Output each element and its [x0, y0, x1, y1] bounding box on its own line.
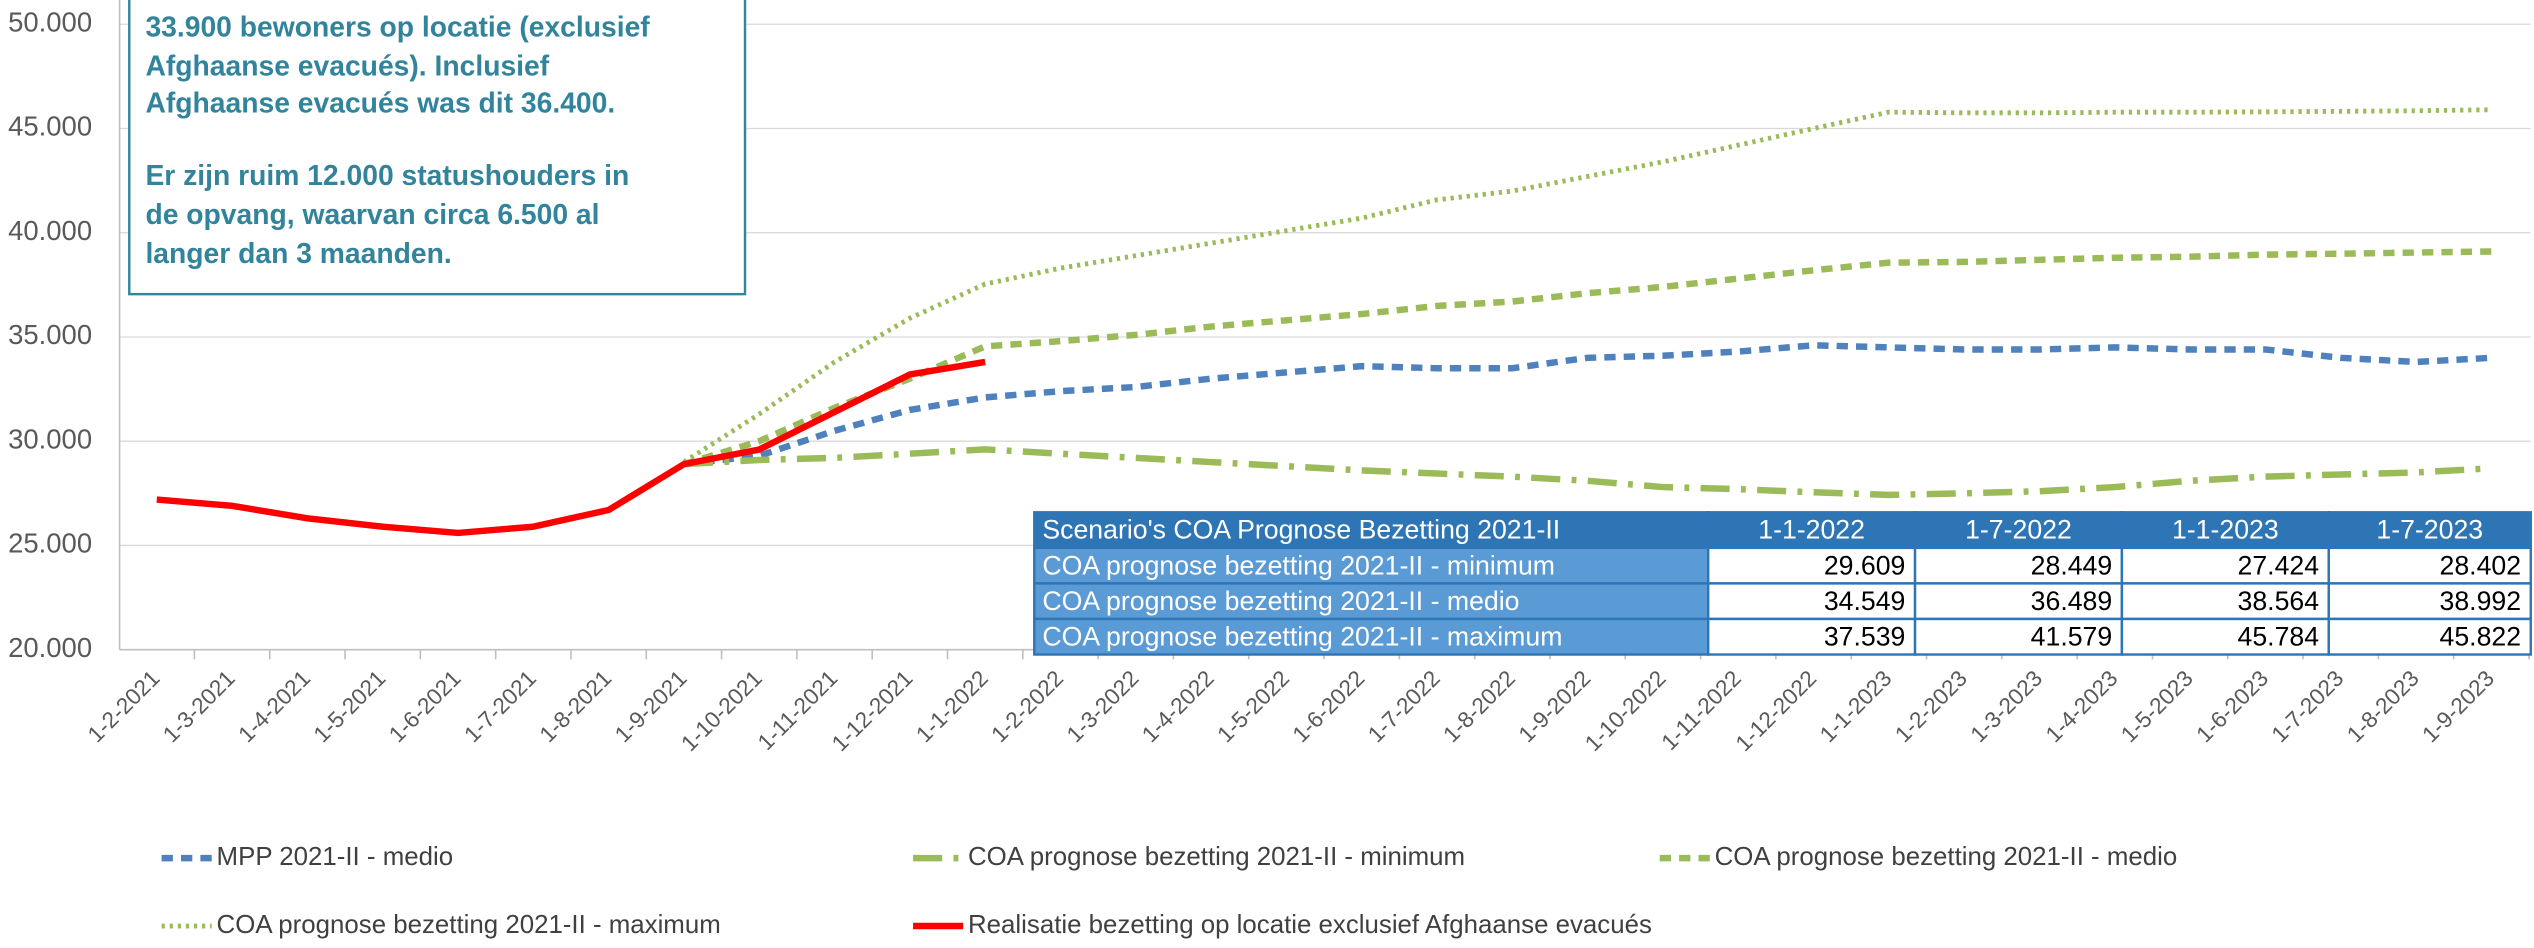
series-line [156, 358, 986, 537]
y-tick-label: 25.000 [8, 528, 92, 559]
table-value: COA prognose bezetting 2021-II - maximum [1042, 621, 1562, 651]
table-cell [1913, 546, 2124, 585]
table-value: 28.449 [2031, 550, 2113, 580]
y-tick-label: 35.000 [8, 319, 92, 350]
table-value: 29.609 [1824, 550, 1906, 580]
x-tick-label: 1-8-2022 [1438, 666, 1520, 748]
y-tick-label: 20.000 [8, 632, 92, 663]
x-tick-label: 1-2-2023 [1890, 666, 1972, 748]
y-tick-label: 40.000 [8, 215, 92, 246]
y-tick-label: 45.000 [8, 111, 92, 142]
table-value: 38.992 [2440, 586, 2522, 616]
table-value: COA prognose bezetting 2021-II - minimum [1042, 550, 1555, 580]
x-tick-label: 1-6-2023 [2191, 666, 2273, 748]
x-tick-label: 1-1-2022 [911, 666, 993, 748]
annotation-text: Afghaanse evacués). Inclusief [145, 49, 549, 81]
x-tick-label: 1-10-2021 [676, 666, 767, 757]
x-tick-label: 1-3-2022 [1062, 666, 1144, 748]
table-header: 1-1-2023 [2172, 515, 2279, 545]
x-tick-label: 1-4-2022 [1137, 666, 1219, 748]
table-header: 1-7-2023 [2376, 515, 2483, 545]
x-tick-label: 1-7-2021 [459, 666, 541, 748]
annotation-text: de opvang, waarvan circa 6.500 al [145, 198, 599, 230]
table-cell [2327, 582, 2532, 621]
annotation-text: Afghaanse evacués was dit 36.400. [145, 87, 615, 119]
x-tick-label: 1-4-2023 [2041, 666, 2123, 748]
table-value: 36.489 [2031, 586, 2113, 616]
x-tick-label: 1-8-2021 [535, 666, 617, 748]
x-tick-label: 1-7-2022 [1363, 666, 1445, 748]
table-value: 38.564 [2238, 586, 2320, 616]
y-tick-label: 50.000 [8, 7, 92, 38]
x-tick-label: 1-11-2021 [753, 666, 842, 755]
table-cell [2327, 546, 2532, 585]
x-tick-label: 1-12-2022 [1731, 666, 1822, 757]
table-value: 45.784 [2238, 621, 2320, 651]
x-tick-label: 1-3-2023 [1966, 666, 2048, 748]
x-tick-label: 1-6-2022 [1288, 666, 1370, 748]
x-tick-label: 1-7-2023 [2267, 666, 2349, 748]
table-cell [1913, 582, 2124, 621]
table-cell [2327, 511, 2532, 550]
x-tick-label: 1-2-2021 [83, 666, 165, 748]
table-value: 45.822 [2440, 621, 2522, 651]
table-header: Scenario's COA Prognose Bezetting 2021-I… [1042, 515, 1560, 545]
table-header: 1-7-2022 [1965, 515, 2072, 545]
annotation-text: langer dan 3 maanden. [145, 237, 451, 269]
legend-label: MPP 2021-II - medio [217, 843, 454, 871]
x-tick-label: 1-5-2022 [1212, 666, 1294, 748]
y-tick-label: 30.000 [8, 423, 92, 454]
annotation-text: Er zijn ruim 12.000 statushouders in [145, 159, 629, 191]
series-line [683, 342, 2492, 468]
x-tick-label: 1-10-2022 [1580, 666, 1671, 757]
x-tick-label: 1-11-2022 [1657, 666, 1746, 755]
table-value: 28.402 [2440, 550, 2522, 580]
series-line [682, 107, 2492, 465]
legend-label: COA prognose bezetting 2021-II - minimum [968, 843, 1465, 871]
table-cell [2327, 617, 2532, 656]
table-cell [2120, 511, 2330, 550]
x-tick-label: 1-3-2021 [158, 666, 240, 748]
annotation-box [128, 0, 747, 296]
series-line [682, 248, 2492, 468]
x-tick-label: 1-1-2023 [1815, 666, 1897, 748]
table-value: 41.579 [2031, 621, 2113, 651]
table-value: 34.549 [1824, 586, 1906, 616]
annotation-text: 33.900 bewoners op locatie (exclusief [145, 11, 650, 43]
x-tick-label: 1-8-2023 [2342, 666, 2424, 748]
table-cell [2120, 546, 2330, 585]
legend-label: Realisatie bezetting op locatie exclusie… [968, 911, 1652, 939]
x-tick-label: 1-4-2021 [233, 666, 315, 748]
x-tick-label: 1-9-2023 [2417, 666, 2499, 748]
table-value: 27.424 [2238, 550, 2320, 580]
x-tick-label: 1-5-2021 [309, 666, 391, 748]
x-tick-label: 1-2-2022 [987, 666, 1069, 748]
table-value: 37.539 [1824, 621, 1906, 651]
table-value: COA prognose bezetting 2021-II - medio [1042, 586, 1519, 616]
series-line [683, 446, 2492, 499]
x-tick-label: 1-6-2021 [384, 666, 466, 748]
legend-label: COA prognose bezetting 2021-II - maximum [217, 911, 721, 939]
table-cell [1033, 617, 1710, 656]
table-cell [1706, 617, 1917, 656]
legend-label: COA prognose bezetting 2021-II - medio [1715, 843, 2178, 871]
table-cell [2120, 617, 2330, 656]
x-tick-label: 1-12-2021 [827, 666, 918, 757]
x-tick-label: 1-5-2023 [2116, 666, 2198, 748]
table-header: 1-1-2022 [1758, 515, 1865, 545]
table-cell [1706, 546, 1917, 585]
